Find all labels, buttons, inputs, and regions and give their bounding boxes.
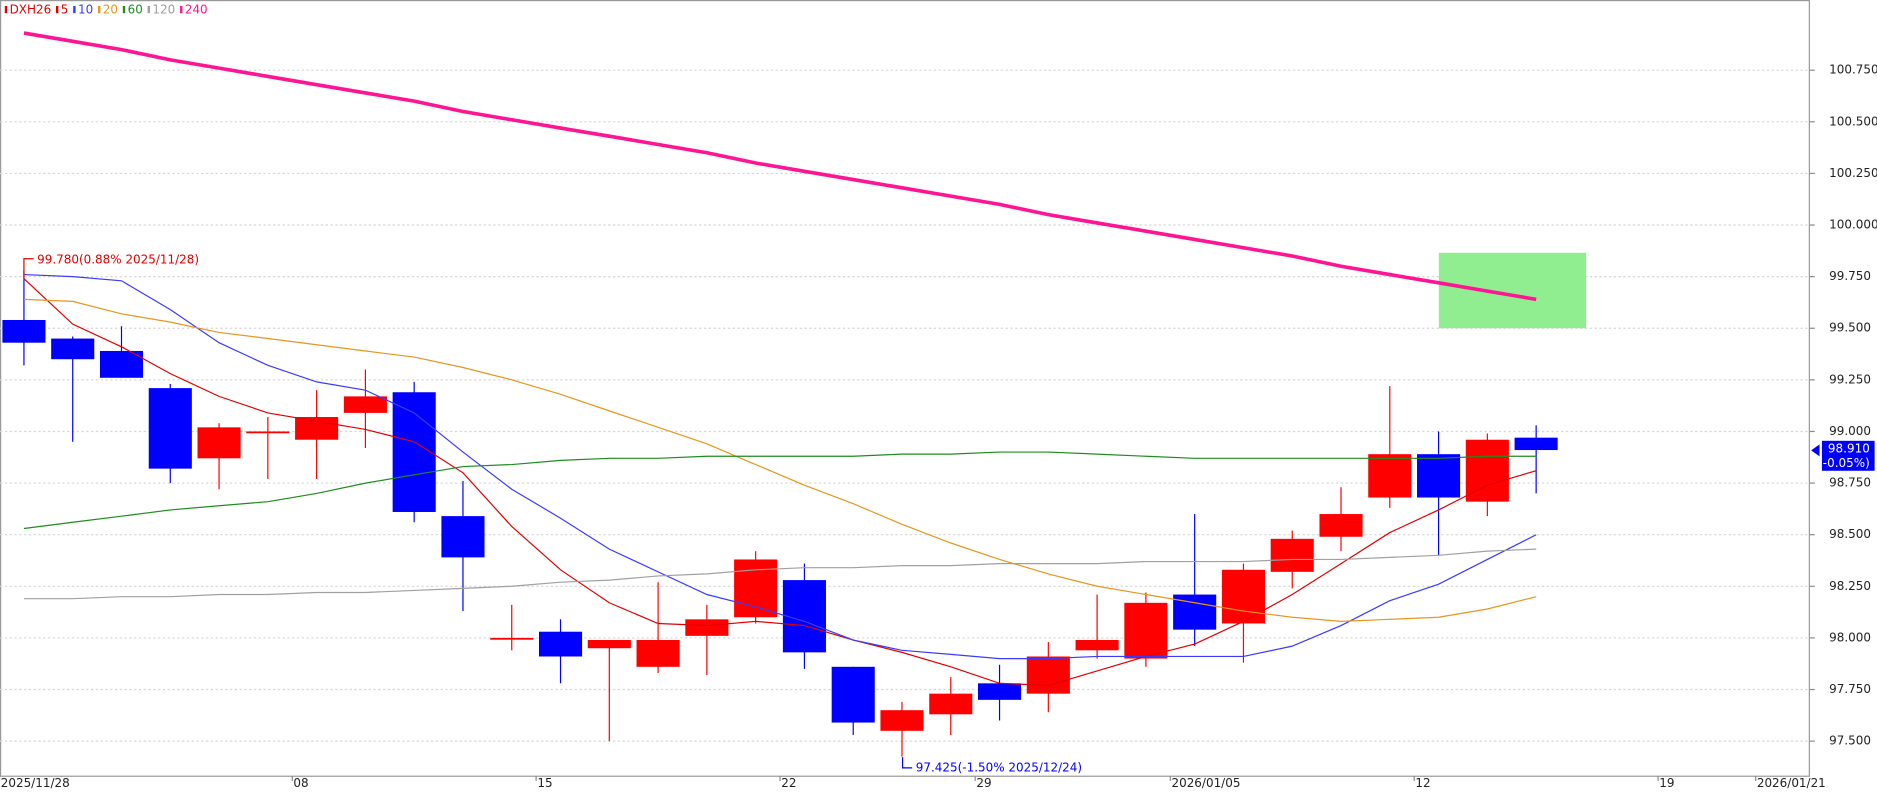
candle-body — [246, 431, 290, 434]
candle-body — [148, 388, 192, 469]
annotation-arrow — [23, 258, 34, 278]
legend-label: 60 — [128, 3, 143, 17]
candle-body — [1368, 454, 1412, 498]
x-tick-label: 2025/11/28 — [1, 776, 70, 790]
legend-label: 20 — [103, 3, 118, 17]
candle-body — [295, 417, 339, 440]
legend-swatch — [147, 5, 151, 14]
last-change: (-0.05%) — [1818, 456, 1870, 470]
legend-swatch — [4, 5, 8, 14]
legend-label: 5 — [61, 3, 69, 17]
legend-swatch — [122, 5, 126, 14]
ma-line — [23, 548, 1537, 600]
candle-body — [1417, 454, 1461, 498]
legend-swatch — [73, 5, 76, 14]
legend-swatch — [180, 5, 183, 14]
ma-line — [23, 273, 1537, 660]
y-tick-label: 100.750 — [1829, 63, 1877, 77]
grid: 97.500 97.750 98.000 98.250 98.500 98.750 99.0… — [0, 63, 1877, 790]
candle-body — [880, 710, 924, 731]
plot-frame — [0, 0, 1810, 777]
x-tick-label: 08 — [293, 776, 308, 790]
y-tick-label: 100.250 — [1829, 166, 1877, 180]
low-annotation: 97.425(-1.50% 2025/12/24) — [901, 757, 1082, 774]
x-tick-label: 29 — [976, 776, 991, 790]
x-tick-label: 19 — [1659, 776, 1674, 790]
x-tick-label: 15 — [537, 776, 552, 790]
candle-body — [538, 631, 583, 657]
ma-line — [23, 31, 1537, 302]
candle-body — [197, 427, 241, 459]
legend-swatch — [98, 5, 101, 14]
candle-body — [1465, 439, 1509, 502]
legend-label: 120 — [152, 3, 175, 17]
highlight-box — [1438, 252, 1587, 329]
candle-body — [99, 350, 144, 378]
candle-body — [636, 639, 680, 667]
candle-body — [734, 559, 778, 618]
ma-line — [23, 298, 1537, 622]
candle-body — [1026, 656, 1070, 694]
candle-body — [2, 319, 46, 343]
candle-body — [343, 396, 387, 413]
x-tick-label: 2026/01/21 — [1757, 776, 1826, 790]
legend-label: 10 — [78, 3, 93, 17]
candle-body — [392, 392, 436, 512]
y-tick-label: 98.000 — [1829, 630, 1871, 644]
y-tick-label: 99.500 — [1829, 321, 1871, 335]
y-tick-label: 99.000 — [1829, 424, 1871, 438]
ma-line — [23, 451, 1537, 530]
annotation: 99.780(0.88% 2025/11/28) — [37, 252, 199, 266]
annotation-arrow — [901, 757, 913, 769]
candle-body — [685, 619, 729, 636]
y-tick-label: 97.500 — [1829, 734, 1871, 748]
legend: DXH26 5 10 20 60 120 240 — [4, 3, 208, 17]
high-annotation: 99.780(0.88% 2025/11/28) — [23, 252, 199, 278]
candle-body — [441, 516, 485, 558]
y-tick-label: 99.750 — [1829, 269, 1871, 283]
legend-swatch — [56, 5, 59, 14]
candle-body — [1514, 437, 1558, 451]
x-tick-label: 2026/01/05 — [1171, 776, 1240, 790]
candle-body — [490, 637, 534, 640]
price-box — [1821, 440, 1875, 471]
y-tick-label: 98.250 — [1829, 579, 1871, 593]
price-pointer — [1811, 444, 1820, 457]
candle-body — [929, 693, 973, 715]
y-tick-label: 98.750 — [1829, 476, 1871, 490]
candle-body — [1124, 602, 1168, 659]
y-tick-label: 100.000 — [1829, 218, 1877, 232]
y-tick-label: 100.500 — [1829, 114, 1877, 128]
y-tick-label: 98.500 — [1829, 527, 1871, 541]
candle-body — [1075, 639, 1119, 651]
legend-label: DXH26 — [10, 3, 52, 17]
candle-body — [1221, 569, 1265, 624]
candle-body — [1270, 538, 1314, 572]
candle-body — [587, 639, 631, 649]
y-tick-label: 97.750 — [1829, 682, 1871, 696]
last-price-tag: 98.910 (-0.05%) — [1811, 440, 1875, 471]
candle-body — [782, 580, 826, 653]
x-tick-label: 12 — [1415, 776, 1430, 790]
annotation: 97.425(-1.50% 2025/12/24) — [916, 760, 1082, 774]
last-price: 98.910 — [1828, 442, 1870, 456]
candle-body — [831, 666, 875, 723]
candle-body — [51, 338, 95, 360]
plot — [2, 31, 1558, 757]
candle-body — [978, 683, 1022, 700]
candle-body — [1319, 514, 1363, 537]
x-tick-label: 22 — [781, 776, 796, 790]
legend-label: 240 — [185, 3, 208, 17]
y-tick-label: 99.250 — [1829, 372, 1871, 386]
ma-line — [23, 278, 1537, 687]
